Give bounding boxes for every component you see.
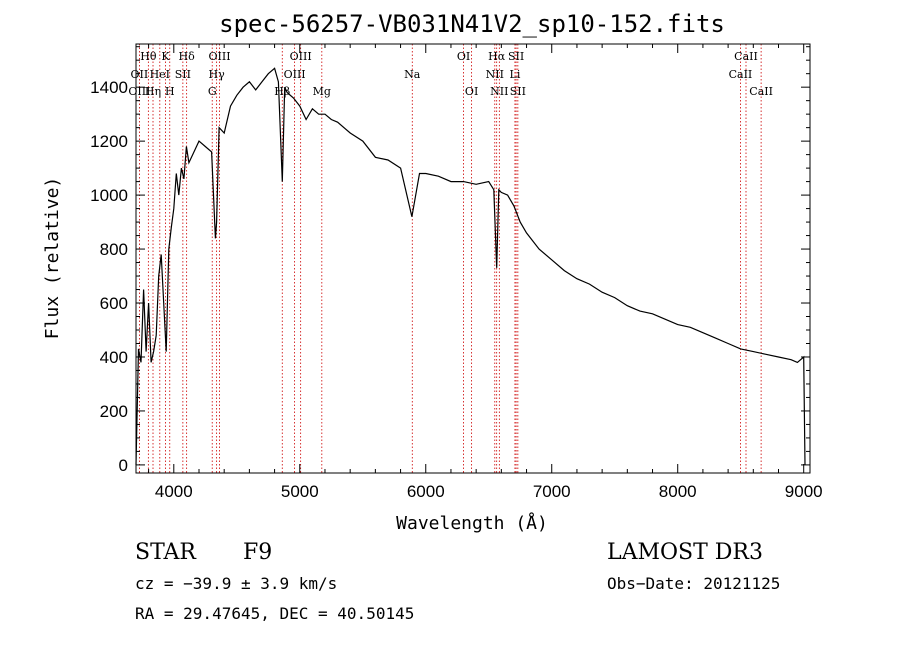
line-marker-label: SII — [510, 85, 526, 98]
line-marker-label: CaII — [734, 50, 758, 63]
axis-ticks — [136, 44, 810, 473]
line-marker-label: OII — [131, 68, 149, 81]
line-marker-label: SII — [508, 50, 524, 63]
x-tick-label: 6000 — [407, 482, 445, 501]
line-marker-label: NII — [490, 85, 508, 98]
line-marker-label: Hθ — [140, 50, 157, 63]
line-marker-label: Li — [510, 68, 521, 81]
redshift-readout: cz = −39.9 ± 3.9 km/s — [135, 574, 337, 593]
y-tick-label: 0 — [119, 456, 128, 475]
x-tick-label: 5000 — [281, 482, 319, 501]
x-tick-label: 8000 — [659, 482, 697, 501]
spectrum-line — [135, 67, 806, 465]
line-marker-label: Na — [404, 68, 421, 81]
y-tick-label: 1200 — [90, 132, 128, 151]
line-marker-label: HeI — [150, 68, 170, 81]
y-tick-label: 1400 — [90, 78, 128, 97]
line-marker-label: Hβ — [274, 85, 290, 98]
survey-name: LAMOST DR3 — [607, 540, 763, 565]
x-tick-label: 7000 — [533, 482, 571, 501]
line-marker-label: OIII — [208, 50, 230, 63]
x-tick-labels: 4000 5000 6000 7000 8000 9000 — [155, 482, 823, 501]
object-class: STAR — [135, 540, 197, 565]
line-marker-label: OI — [465, 85, 478, 98]
y-tick-label: 400 — [100, 348, 128, 367]
object-subclass: F9 — [243, 540, 272, 565]
obs-date: Obs−Date: 20121125 — [607, 574, 780, 593]
ra-dec-readout: RA = 29.47645, DEC = 40.50145 — [135, 604, 414, 623]
line-markers — [139, 44, 762, 473]
chart-title: spec-56257-VB031N41V2_sp10-152.fits — [219, 10, 725, 38]
line-marker-label: OI — [457, 50, 470, 63]
line-marker-label: NII — [486, 68, 504, 81]
y-tick-labels: 0 200 400 600 800 1000 1200 1400 — [90, 78, 128, 475]
y-tick-label: 1000 — [90, 186, 128, 205]
line-marker-label: H — [165, 85, 175, 98]
y-axis-label: Flux (relative) — [42, 177, 63, 340]
line-marker-label: K — [161, 50, 170, 63]
line-marker-label: CaII — [729, 68, 753, 81]
x-tick-label: 9000 — [785, 482, 823, 501]
line-marker-label: OIII — [284, 68, 306, 81]
line-marker-label: SII — [175, 68, 191, 81]
line-marker-label: Hδ — [179, 50, 196, 63]
line-marker-label: G — [208, 85, 217, 98]
plot-frame — [135, 43, 811, 474]
line-marker-label: Hα — [488, 50, 506, 63]
line-marker-label: CaII — [749, 85, 773, 98]
y-tick-label: 600 — [100, 294, 128, 313]
line-marker-label: OIII — [290, 50, 312, 63]
x-axis-label: Wavelength (Å) — [396, 512, 548, 534]
line-marker-label: Hγ — [209, 68, 226, 81]
y-tick-label: 200 — [100, 402, 128, 421]
line-marker-label: Mg — [313, 85, 331, 98]
line-marker-label: OIII — [128, 85, 150, 98]
y-tick-label: 800 — [100, 240, 128, 259]
line-marker-label: Hη — [145, 85, 161, 98]
x-tick-label: 4000 — [155, 482, 193, 501]
